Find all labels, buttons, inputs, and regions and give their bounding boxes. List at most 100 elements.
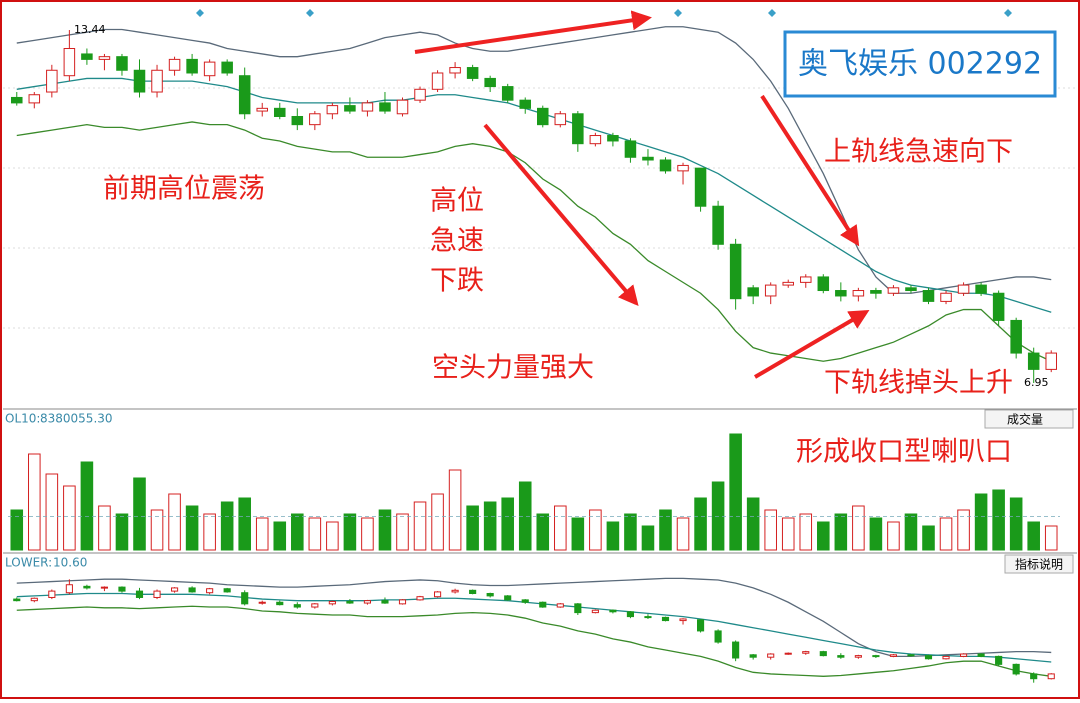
candle-body — [957, 284, 970, 294]
candle-body — [63, 48, 76, 77]
candle-body — [942, 655, 950, 660]
candle-body — [326, 105, 339, 115]
candle-body — [922, 290, 935, 302]
candle-body — [98, 56, 111, 60]
candle-body — [537, 107, 549, 126]
candle-body — [276, 601, 284, 606]
vol-menu[interactable] — [984, 409, 1074, 429]
candle-body — [361, 102, 374, 112]
lower-value: 10.60 — [53, 556, 87, 570]
candle-body — [995, 655, 1003, 665]
candle-body — [416, 596, 424, 601]
low-label: 6.95 — [1024, 376, 1049, 389]
candle-body — [344, 105, 356, 112]
candle-body — [484, 77, 496, 88]
annotation: 高位 — [430, 186, 484, 217]
arrow — [760, 94, 860, 247]
candle-body — [747, 287, 759, 297]
volume-bar — [764, 509, 777, 551]
candle-body — [819, 651, 827, 657]
candle-body — [609, 609, 617, 613]
volume-bar — [133, 477, 146, 551]
candle-body — [256, 107, 268, 112]
volume-bar — [957, 509, 970, 551]
candle-body — [203, 61, 216, 77]
volume-bar — [589, 509, 602, 551]
candle-body — [46, 69, 58, 93]
candle-body — [81, 53, 93, 60]
candle-body — [258, 601, 266, 604]
volume-bar — [28, 453, 41, 551]
candle-body — [837, 655, 845, 658]
candle-body — [696, 619, 705, 632]
candle-body — [83, 585, 91, 589]
volume-bar — [624, 513, 637, 551]
lower-menu-label[interactable]: 指标说明 — [1015, 557, 1063, 572]
candle-body — [677, 164, 689, 172]
candle-body — [206, 588, 214, 594]
volume-bar — [483, 501, 497, 551]
candle-body — [328, 600, 336, 605]
candle-body — [396, 99, 409, 115]
volume-bar — [641, 525, 655, 551]
candle-body — [784, 652, 792, 655]
candle-body — [379, 102, 391, 112]
candle-body — [924, 655, 933, 660]
volume-bar — [536, 513, 550, 551]
candle-body — [398, 599, 407, 605]
volume-bar — [220, 501, 234, 551]
candle-body — [591, 609, 599, 614]
candle-body — [714, 630, 722, 643]
volume-bar — [799, 513, 813, 551]
volume-bar — [291, 513, 304, 551]
candle-body — [188, 587, 196, 593]
candle-body — [519, 99, 531, 109]
band-line — [16, 121, 1052, 362]
volume-bar — [518, 481, 532, 551]
candle-body — [221, 61, 233, 74]
volume-bar — [571, 517, 585, 551]
candle-body — [764, 284, 777, 297]
volume-bar — [168, 493, 181, 551]
volume-bar — [852, 505, 865, 551]
candle-body — [574, 603, 582, 614]
volume-bar — [150, 509, 164, 551]
volume-bar — [378, 509, 392, 551]
candle-body — [975, 284, 987, 294]
candle-body — [238, 75, 251, 115]
candle-body — [223, 588, 231, 593]
candle-body — [291, 115, 304, 126]
marker-diamond — [674, 9, 682, 17]
candle-body — [363, 600, 372, 604]
candle-body — [293, 604, 301, 608]
candle-body — [852, 290, 865, 297]
volume-bar — [676, 517, 690, 551]
vol-menu-label[interactable]: 成交量 — [1007, 412, 1043, 427]
volume-bar — [992, 489, 1005, 551]
volume-bar — [1044, 525, 1058, 551]
candle-body — [539, 601, 547, 608]
annotation: 下轨线掉头上升 — [824, 368, 1013, 399]
candle-body — [274, 107, 286, 117]
lower-menu[interactable] — [1004, 554, 1074, 574]
volume-bar — [466, 505, 479, 551]
volume-bar — [974, 493, 988, 551]
candle-body — [782, 281, 794, 286]
candle-body — [168, 58, 181, 71]
candle-body — [835, 290, 847, 297]
annotation: 空头力量强大 — [432, 353, 594, 384]
volume-bar — [606, 521, 620, 551]
volume-bar — [361, 517, 374, 551]
candle-body — [624, 140, 637, 158]
volume-bar — [45, 473, 59, 551]
plot — [8, 26, 1060, 683]
marker-diamond — [196, 9, 204, 17]
volume-bar — [869, 517, 883, 551]
candle-body — [28, 94, 41, 104]
volume-bar — [729, 433, 742, 551]
candle-body — [661, 616, 670, 622]
candle-body — [1027, 352, 1040, 370]
candle-body — [889, 654, 898, 657]
volume-bar — [834, 513, 848, 551]
